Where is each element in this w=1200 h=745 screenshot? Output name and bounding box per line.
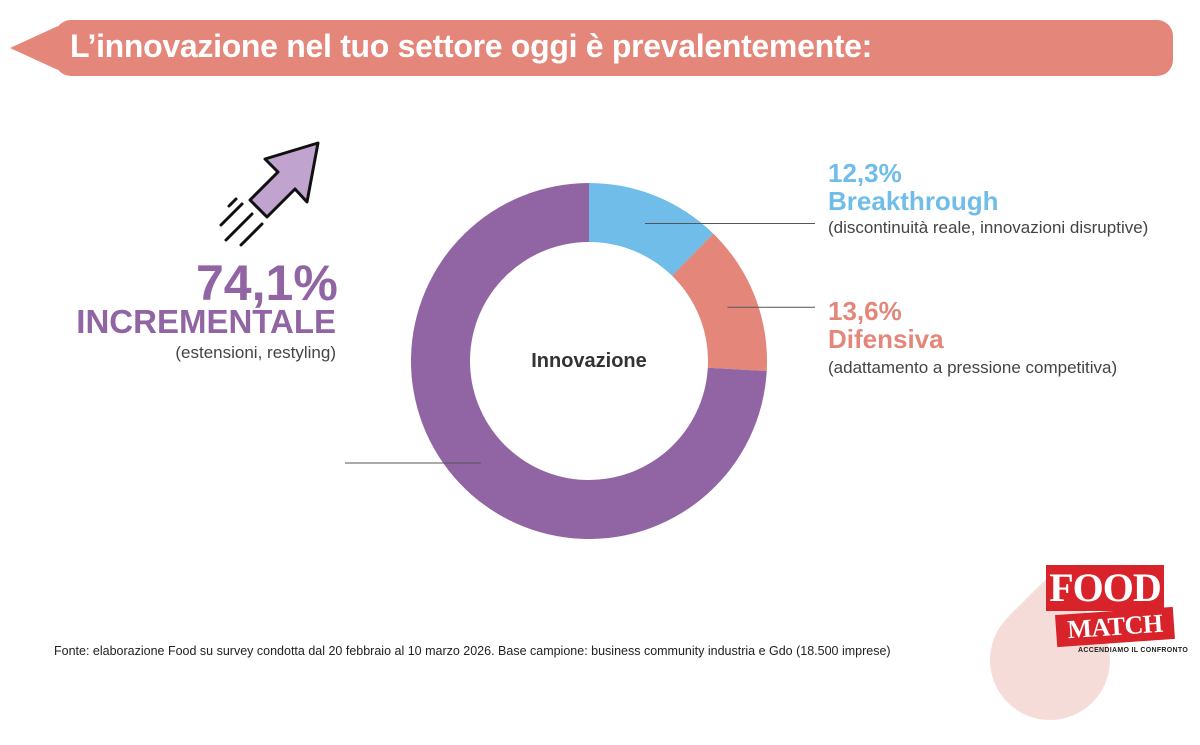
donut-slice-incrementale: [410, 183, 767, 539]
donut-center-label: Innovazione: [531, 350, 647, 372]
logo-match-text: MATCH: [1055, 606, 1175, 648]
food-match-logo: FOOD MATCH ACCENDIAMO IL CONFRONTO: [1040, 565, 1188, 660]
rocket-arrow-icon: [219, 141, 320, 247]
incrementale-description: (estensioni, restyling): [175, 343, 336, 362]
difensiva-value-label: 13,6%: [828, 296, 902, 326]
logo-food-text: FOOD: [1046, 565, 1164, 611]
source-footnote: Fonte: elaborazione Food su survey condo…: [54, 644, 891, 658]
breakthrough-description: (discontinuità reale, innovazioni disrup…: [828, 218, 1149, 237]
incrementale-series-label: INCREMENTALE: [76, 303, 336, 340]
logo-tagline: ACCENDIAMO IL CONFRONTO: [1078, 647, 1189, 654]
difensiva-series-label: Difensiva: [828, 324, 944, 354]
title-banner: [55, 20, 1173, 76]
breakthrough-series-label: Breakthrough: [828, 186, 999, 216]
title-banner-tail: [10, 26, 58, 70]
page-title: L’innovazione nel tuo settore oggi è pre…: [70, 28, 873, 64]
difensiva-description: (adattamento a pressione competitiva): [828, 358, 1118, 377]
breakthrough-value-label: 12,3%: [828, 158, 902, 188]
donut-chart: [219, 141, 815, 539]
donut-slice-breakthrough: [589, 183, 714, 276]
incrementale-value-label: 74,1%: [196, 255, 338, 311]
donut-slice-difensiva: [672, 233, 767, 372]
